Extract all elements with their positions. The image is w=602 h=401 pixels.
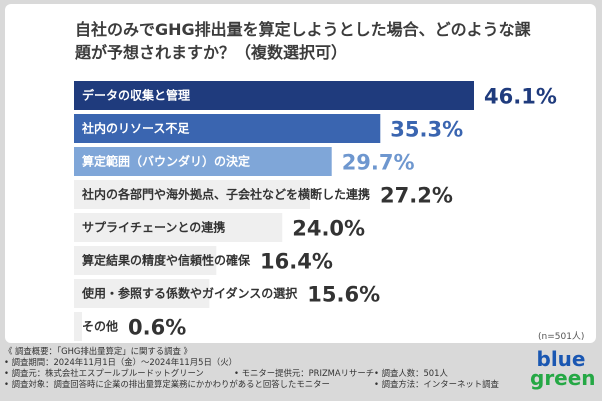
bar-label-7: その他 <box>82 319 118 334</box>
bar-0 <box>74 81 474 110</box>
value-label-6: 15.6% <box>307 283 380 307</box>
bar-label-2: 算定範囲（バウンダリ）の決定 <box>82 154 250 169</box>
value-label-7: 0.6% <box>128 316 186 340</box>
bar-3 <box>74 180 311 209</box>
value-label-2: 29.7% <box>342 151 415 175</box>
value-label-3: 27.2% <box>380 184 453 208</box>
bar-7 <box>74 312 82 341</box>
bar-label-1: 社内のリソース不足 <box>81 121 189 136</box>
bar-6 <box>74 279 210 308</box>
footer-period: • 調査期間：2024年11月1日（金）〜2024年11月5日（火） <box>4 357 237 368</box>
chart-title: 自社のみでGHG排出量を算定しようとした場合、どのような課題が予想されますか？（… <box>75 20 531 62</box>
footer-respondents: • 調査人数：501人 <box>374 368 448 379</box>
footer-organizer: • 調査元：株式会社エスプールブルードットグリーン <box>4 368 204 379</box>
footer-heading: 《 調査概要：「GHG排出量算定」に関する調査 》 <box>4 346 192 356</box>
bar-5 <box>74 246 217 275</box>
bar-label-4: サプライチェーンとの連携 <box>82 220 225 235</box>
value-label-1: 35.3% <box>390 118 463 142</box>
bar-label-5: 算定結果の精度や信頼性の確保 <box>82 253 251 268</box>
bar-1 <box>74 114 381 143</box>
bar-2 <box>74 147 332 176</box>
bluegreen-logo: blue green <box>530 347 596 390</box>
footer-provider: • モニター提供元：PRIZMAリサーチ <box>234 368 375 379</box>
bar-label-0: データの収集と管理 <box>82 88 190 103</box>
value-label-5: 16.4% <box>260 250 333 274</box>
footer-target: • 調査対象：調査回答時に企業の排出量算定業務にかかわりがあると回答したモニター <box>4 379 330 390</box>
bar-label-6: 使用・参照する係数やガイダンスの選択 <box>81 286 298 301</box>
survey-footer: 《 調査概要：「GHG排出量算定」に関する調査 》 • 調査期間：2024年11… <box>4 346 524 390</box>
footer-method: • 調査方法：インターネット調査 <box>374 379 499 390</box>
logo-line-2: green <box>530 366 596 390</box>
value-label-0: 46.1% <box>484 85 557 109</box>
logo-line-1: blue <box>536 347 586 371</box>
bar-label-3: 社内の各部門や海外拠点、子会社などを横断した連携 <box>81 187 370 202</box>
bar-4 <box>74 213 283 242</box>
sample-size-note: (n=501人) <box>538 332 585 342</box>
value-label-4: 24.0% <box>292 217 365 241</box>
